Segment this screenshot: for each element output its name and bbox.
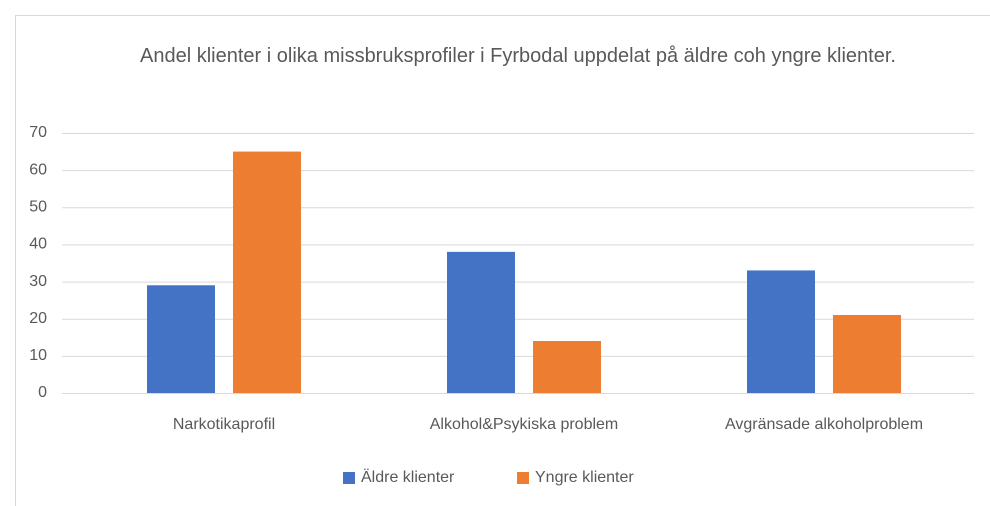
chart-frame: [15, 15, 990, 506]
y-tick-label: 50: [29, 199, 47, 216]
legend-swatch: [343, 472, 355, 484]
x-tick-label: Alkohol&Psykiska problem: [430, 416, 619, 433]
y-tick-label: 30: [29, 273, 47, 290]
legend-swatch: [517, 472, 529, 484]
y-tick-label: 0: [38, 384, 47, 401]
bar: [833, 315, 901, 393]
bar: [533, 341, 601, 393]
legend-label: Äldre klienter: [361, 468, 455, 486]
y-tick-label: 20: [29, 310, 47, 327]
bar: [233, 151, 301, 393]
legend-label: Yngre klienter: [535, 469, 634, 486]
bar: [147, 285, 215, 393]
x-tick-label: Narkotikaprofil: [173, 416, 275, 433]
bar: [447, 251, 515, 393]
y-tick-label: 60: [29, 161, 47, 178]
y-tick-label: 40: [29, 236, 47, 253]
x-tick-label: Avgränsade alkoholproblem: [725, 416, 923, 433]
bar: [747, 270, 815, 393]
chart-title: Andel klienter i olika missbruksprofiler…: [140, 45, 896, 67]
y-tick-label: 10: [29, 347, 47, 364]
y-tick-label: 70: [29, 124, 47, 141]
